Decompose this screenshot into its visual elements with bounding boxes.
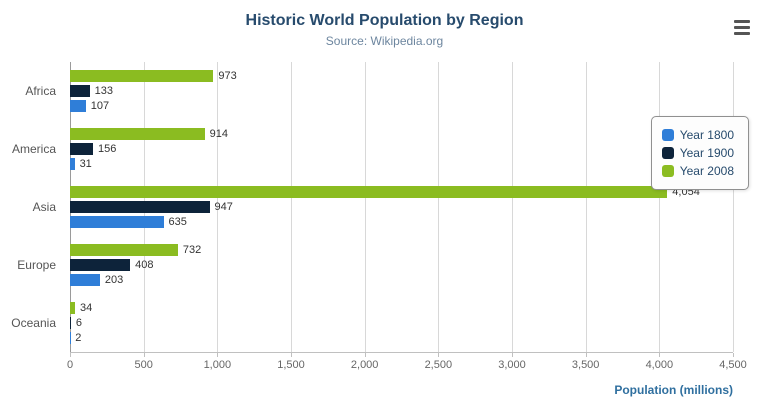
bar-year-1800-europe[interactable] [70,274,100,286]
x-tick-label: 4,500 [719,359,747,371]
legend-item-year-1900[interactable]: Year 1900 [661,146,734,160]
bar-year-1900-asia[interactable] [70,201,210,213]
gridline [659,62,661,352]
x-tick-label: 4,000 [645,359,674,371]
x-tick-label: 3,000 [498,359,526,371]
chart-subtitle: Source: Wikipedia.org [325,34,444,48]
gridline [585,62,587,352]
x-tick-label: 1,500 [277,359,305,371]
bar-value-label: 635 [168,216,187,228]
x-tick-mark [512,353,513,357]
bar-value-label: 973 [218,70,237,82]
x-tick-label: 2,000 [350,359,379,371]
bar-value-label: 31 [79,158,92,170]
x-tick-mark [291,353,292,357]
hamburger-menu-icon [734,25,750,29]
x-tick-mark [143,353,145,357]
category-label-america: America [11,142,56,156]
hamburger-menu-icon [734,31,750,35]
chart-title: Historic World Population by Region [245,12,524,29]
bar-value-label: 34 [80,302,93,314]
bar-year-1900-europe[interactable] [70,259,131,271]
category-label-africa: Africa [25,84,56,98]
x-tick-label: 2,500 [424,359,453,371]
legend-symbol-year-2008 [661,165,674,177]
bar-value-label: 203 [104,274,124,286]
legend-label: Year 1800 [679,128,734,142]
bar-year-2008-europe[interactable] [70,244,178,256]
bar-value-label: 6 [75,317,82,329]
category-label-oceania: Oceania [11,316,56,330]
bar-year-1900-africa[interactable] [70,85,90,97]
legend-symbol-year-1800 [661,129,674,141]
bar-year-1900-america[interactable] [70,143,93,155]
bar-value-label: 947 [214,201,233,213]
legend-symbol-year-1900 [661,147,674,159]
x-axis-title: Population (millions) [614,383,733,397]
chart-context-menu-button[interactable] [729,16,755,38]
category-labels: Africa America Asia Europe Oceania [0,62,62,352]
bar-value-label: 107 [90,100,110,112]
bar-value-label: 914 [209,128,229,140]
legend-item-year-2008[interactable]: Year 2008 [661,164,734,178]
x-tick-mark [438,353,440,357]
x-tick-label: 1,000 [203,359,232,371]
bar-value-label: 2 [75,332,82,344]
bar-year-2008-america[interactable] [70,128,205,140]
bar-value-label: 732 [182,244,202,256]
bar-year-1800-asia[interactable] [70,216,164,228]
bar-year-2008-oceania[interactable] [70,302,75,314]
legend: Year 1800 Year 1900 Year 2008 [650,116,749,190]
x-tick-label: 0 [66,359,74,371]
x-tick-mark [70,353,71,357]
bar-value-label: 408 [135,259,154,271]
legend-item-year-1800[interactable]: Year 1800 [661,128,734,142]
gridline [291,62,292,352]
bar-value-label: 156 [97,143,117,155]
gridline [438,62,440,352]
x-tick-label: 500 [134,359,153,371]
bar-value-label: 133 [94,85,113,97]
x-tick-mark [364,353,366,357]
bar-year-1800-oceania[interactable] [70,332,71,344]
legend-label: Year 1900 [679,146,734,160]
x-tick-mark [659,353,661,357]
x-tick-mark [217,353,219,357]
hamburger-menu-icon [734,19,750,23]
bar-year-1800-africa[interactable] [70,100,86,112]
category-label-europe: Europe [17,258,56,272]
bar-year-2008-africa[interactable] [70,70,214,82]
gridline [512,62,513,352]
x-tick-mark [585,353,587,357]
gridline [217,62,219,352]
x-tick-mark [733,353,734,357]
bar-year-1800-america[interactable] [70,158,75,170]
gridline [364,62,366,352]
category-label-asia: Asia [32,200,56,214]
bar-year-2008-asia[interactable] [70,186,668,198]
gridline [733,62,734,352]
plot-area: 973 133 107 914 156 31 4,054 947 635 732 408 203 34 6… [70,62,734,353]
bar-year-1900-oceania[interactable] [70,317,71,329]
x-axis: 0 500 1,000 1,500 2,000 2,500 3,000 3,500 4,000 4… [66,353,747,377]
legend-label: Year 2008 [679,164,734,178]
x-tick-label: 3,500 [571,359,600,371]
